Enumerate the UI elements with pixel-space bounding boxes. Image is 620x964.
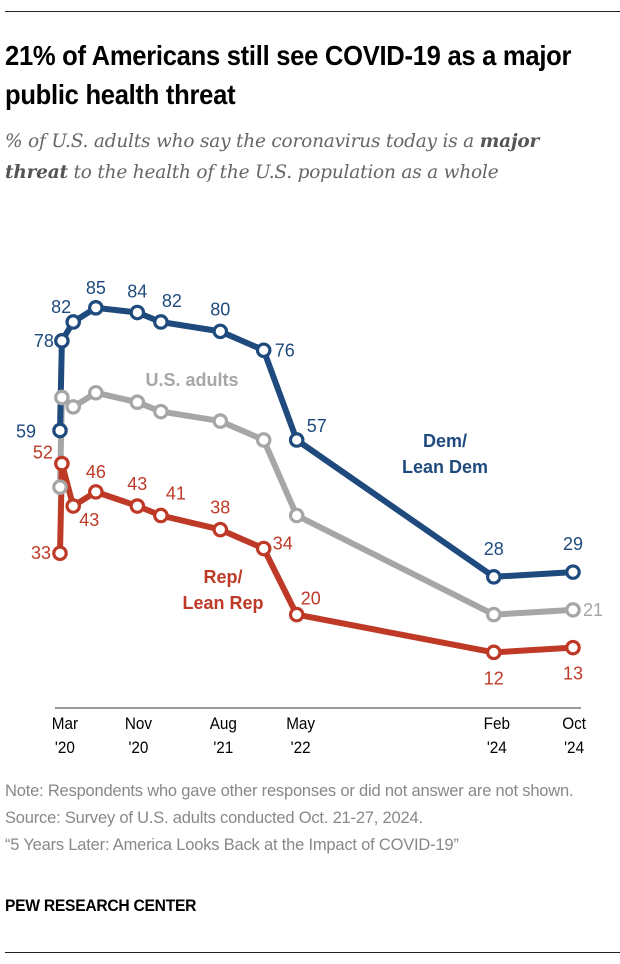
x-tick-month: Aug (210, 714, 237, 733)
data-point-dem-lean-dem (129, 304, 146, 321)
series-line-dem-lean-dem (57, 304, 576, 580)
x-tick-month: Nov (125, 714, 153, 733)
data-point-dem-lean-dem (212, 323, 229, 340)
data-point-rep-lean-rep (52, 545, 68, 562)
x-tick-month: Feb (484, 714, 510, 733)
data-label-rep-lean-rep: 52 (33, 443, 53, 463)
data-label-dem-lean-dem: 82 (162, 291, 182, 311)
data-label-dem-lean-dem: 59 (16, 422, 36, 442)
data-point-u-s-adults (52, 479, 68, 495)
data-label-rep-lean-rep: 43 (127, 474, 147, 494)
data-label-dem-lean-dem: 80 (210, 299, 230, 319)
x-tick-year: '24 (564, 738, 584, 757)
x-tick-year: '20 (128, 738, 148, 757)
data-label-rep-lean-rep: 46 (86, 462, 106, 482)
data-label-dem-lean-dem: 28 (484, 539, 504, 559)
data-point-rep-lean-rep (129, 498, 146, 514)
series-label-u-s-adults: U.S. adults (145, 370, 238, 390)
data-point-u-s-adults (255, 432, 272, 448)
data-label-rep-lean-rep: 41 (166, 483, 186, 503)
data-label-rep-lean-rep: 33 (31, 543, 51, 563)
data-label-dem-lean-dem: 78 (34, 331, 54, 351)
data-point-dem-lean-dem (65, 314, 82, 330)
x-tick-label-4: Feb '24 (484, 714, 510, 757)
data-label-dem-lean-dem: 82 (51, 297, 71, 317)
subtitle-text-pre: % of U.S. adults who say the coronavirus… (5, 131, 480, 152)
data-point-rep-lean-rep (88, 484, 104, 500)
data-point-rep-lean-rep (255, 540, 272, 557)
data-point-rep-lean-rep (65, 498, 82, 514)
data-point-dem-lean-dem (153, 314, 169, 330)
data-point-u-s-adults (565, 602, 581, 618)
data-label-u-s-adults: 21 (583, 600, 603, 620)
data-point-rep-lean-rep (54, 455, 70, 472)
data-label-rep-lean-rep: 13 (563, 664, 583, 684)
series-label-rep-lean-rep: Rep/ (203, 567, 242, 587)
chart-title: 21% of Americans still see COVID-19 as a… (5, 40, 572, 110)
data-point-dem-lean-dem (288, 432, 305, 448)
data-point-dem-lean-dem (565, 564, 581, 580)
data-label-dem-lean-dem: 76 (275, 340, 295, 360)
data-point-u-s-adults (153, 403, 169, 420)
series-label-dem-lean-dem: Dem/ (423, 431, 467, 451)
data-label-rep-lean-rep: 34 (273, 534, 293, 554)
data-point-dem-lean-dem (485, 569, 502, 585)
x-tick-label-5: Oct '24 (562, 714, 586, 757)
x-tick-year: '22 (291, 738, 311, 757)
data-point-dem-lean-dem (54, 333, 70, 349)
x-tick-year: '20 (55, 738, 75, 757)
series-label-dem-lean-dem: Lean Dem (402, 457, 488, 477)
chart-notes: Note: Respondents who gave other respons… (5, 778, 617, 859)
x-tick-label-0: Mar '20 (52, 714, 79, 757)
x-tick-label-3: May '22 (286, 714, 316, 757)
note-text: Note: Respondents who gave other respons… (5, 782, 574, 800)
data-label-dem-lean-dem: 29 (563, 534, 583, 554)
data-point-dem-lean-dem (255, 342, 272, 359)
data-point-dem-lean-dem (88, 299, 104, 316)
data-label-rep-lean-rep: 12 (484, 668, 504, 688)
data-point-u-s-adults (54, 389, 70, 406)
data-point-u-s-adults (485, 606, 502, 623)
data-point-rep-lean-rep (153, 507, 169, 524)
data-point-dem-lean-dem (52, 422, 68, 439)
top-rule (5, 11, 620, 12)
data-label-dem-lean-dem: 57 (307, 416, 327, 436)
data-point-rep-lean-rep (212, 521, 229, 538)
line-chart: Mar '20 Nov '20 Aug '21 May '22 Feb '24 Oct '24 21 5… (16, 278, 603, 757)
x-tick-year: '21 (213, 738, 233, 757)
series-label-rep-lean-rep: Lean Rep (182, 593, 263, 613)
source-text: Source: Survey of U.S. adults conducted … (5, 809, 423, 827)
subtitle-emphasis: major threat (5, 131, 540, 183)
x-tick-year: '24 (487, 738, 507, 757)
data-label-dem-lean-dem: 84 (127, 282, 147, 302)
data-point-rep-lean-rep (565, 639, 581, 656)
bottom-rule (5, 952, 620, 953)
x-tick-month: May (286, 714, 316, 733)
subtitle-text-post: to the health of the U.S. population as … (67, 162, 499, 183)
data-point-u-s-adults (65, 399, 82, 415)
data-point-rep-lean-rep (485, 644, 502, 661)
data-label-rep-lean-rep: 43 (79, 510, 99, 530)
data-label-rep-lean-rep: 38 (210, 498, 230, 518)
data-point-u-s-adults (88, 384, 104, 401)
data-label-dem-lean-dem: 85 (86, 278, 106, 298)
x-tick-label-1: Nov '20 (125, 714, 153, 757)
report-title: “5 Years Later: America Looks Back at th… (5, 836, 459, 854)
chart-subtitle: % of U.S. adults who say the coronavirus… (5, 126, 605, 188)
data-point-u-s-adults (288, 507, 305, 524)
data-label-rep-lean-rep: 20 (301, 589, 321, 609)
pew-logo-text: PEW RESEARCH CENTER (5, 896, 197, 915)
data-point-u-s-adults (212, 413, 229, 429)
data-point-rep-lean-rep (288, 606, 305, 623)
x-tick-month: Mar (52, 714, 79, 733)
x-tick-label-2: Aug '21 (210, 714, 237, 757)
x-tick-month: Oct (562, 714, 586, 733)
data-point-u-s-adults (129, 394, 146, 410)
